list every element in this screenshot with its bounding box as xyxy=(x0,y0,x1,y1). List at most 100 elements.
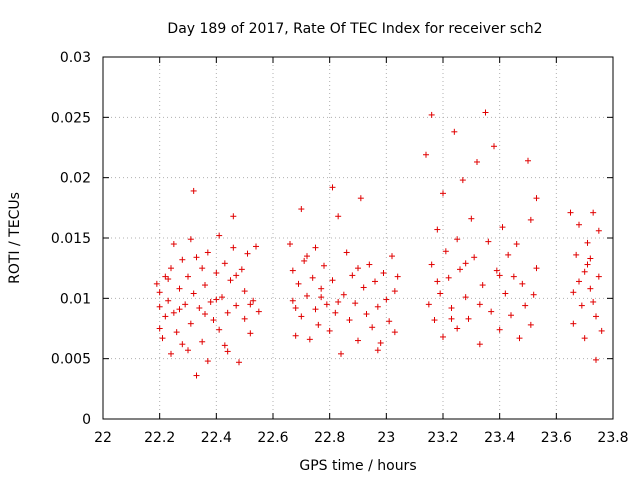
data-point xyxy=(389,253,395,260)
data-point xyxy=(593,356,599,363)
data-point xyxy=(595,227,602,234)
data-point xyxy=(233,272,240,279)
data-point xyxy=(340,291,347,298)
data-point xyxy=(578,302,585,309)
data-point xyxy=(289,267,296,274)
data-point xyxy=(462,260,469,267)
data-point xyxy=(176,306,183,313)
data-point xyxy=(595,273,602,280)
data-point xyxy=(372,278,378,285)
data-point xyxy=(533,265,540,272)
data-point xyxy=(581,335,588,342)
data-point xyxy=(162,313,169,320)
data-point xyxy=(224,348,231,355)
data-point xyxy=(304,292,310,299)
data-point xyxy=(170,241,177,248)
data-points xyxy=(153,109,605,379)
data-point xyxy=(357,195,364,202)
data-point xyxy=(587,255,594,262)
y-tick-label: 0.025 xyxy=(51,110,91,126)
data-point xyxy=(230,244,237,251)
data-point xyxy=(298,206,305,213)
data-point xyxy=(587,285,594,292)
data-point xyxy=(343,249,350,256)
data-point xyxy=(159,335,166,342)
data-point xyxy=(570,289,577,296)
data-point xyxy=(519,280,526,287)
data-point xyxy=(462,294,469,301)
data-point xyxy=(321,262,327,269)
data-point xyxy=(304,253,310,260)
data-point xyxy=(179,341,186,348)
data-point xyxy=(224,309,231,316)
data-point xyxy=(355,265,361,272)
data-point xyxy=(434,278,441,285)
data-point xyxy=(187,320,194,327)
data-point xyxy=(306,336,313,343)
data-point xyxy=(425,301,432,308)
x-tick-label: 23.6 xyxy=(541,430,572,446)
data-point xyxy=(193,372,200,379)
data-point xyxy=(465,315,472,322)
data-point xyxy=(153,280,160,287)
data-point xyxy=(247,301,254,308)
data-point xyxy=(335,298,342,305)
data-point xyxy=(516,335,523,342)
data-point xyxy=(593,313,599,320)
data-point xyxy=(204,249,211,256)
data-point xyxy=(176,285,183,292)
data-point xyxy=(318,285,325,292)
y-tick-label: 0.02 xyxy=(60,171,91,187)
data-point xyxy=(213,269,220,276)
data-point xyxy=(493,267,500,274)
data-point xyxy=(253,243,259,250)
data-point xyxy=(431,317,438,324)
data-point xyxy=(190,187,197,194)
data-point xyxy=(533,195,540,202)
data-point xyxy=(394,273,401,280)
data-point xyxy=(244,250,251,257)
data-point xyxy=(185,347,191,354)
data-point xyxy=(437,290,444,297)
data-point xyxy=(363,311,370,318)
data-point xyxy=(315,321,322,328)
data-point xyxy=(366,261,373,268)
data-point xyxy=(332,309,339,316)
x-tick-label: 23.8 xyxy=(597,430,628,446)
data-point xyxy=(488,308,495,315)
data-point xyxy=(168,265,174,272)
data-point xyxy=(323,301,330,308)
data-point xyxy=(391,329,398,336)
y-tick-label: 0.03 xyxy=(60,50,91,66)
data-point xyxy=(491,143,497,150)
data-point xyxy=(584,239,591,246)
data-point xyxy=(204,358,211,365)
data-point xyxy=(202,311,208,318)
data-point xyxy=(471,254,478,261)
data-point xyxy=(391,288,398,295)
data-point xyxy=(380,269,387,276)
x-tick-label: 22 xyxy=(94,430,112,446)
data-point xyxy=(190,290,197,297)
data-point xyxy=(247,330,254,337)
data-point xyxy=(584,261,591,268)
y-tick-label: 0 xyxy=(82,412,91,428)
data-point xyxy=(292,332,299,339)
data-point xyxy=(187,236,194,243)
data-point xyxy=(168,350,174,357)
data-point xyxy=(292,304,299,311)
data-point xyxy=(216,232,223,239)
data-point xyxy=(207,298,214,305)
x-tick-label: 22.6 xyxy=(257,430,288,446)
data-point xyxy=(576,221,582,228)
data-point xyxy=(360,284,367,291)
data-point xyxy=(165,276,172,283)
data-point xyxy=(476,301,483,308)
data-point xyxy=(219,294,225,301)
data-point xyxy=(241,288,248,295)
data-point xyxy=(457,266,463,273)
data-point xyxy=(383,296,390,303)
x-tick-label: 23.2 xyxy=(427,430,458,446)
data-point xyxy=(349,272,356,279)
